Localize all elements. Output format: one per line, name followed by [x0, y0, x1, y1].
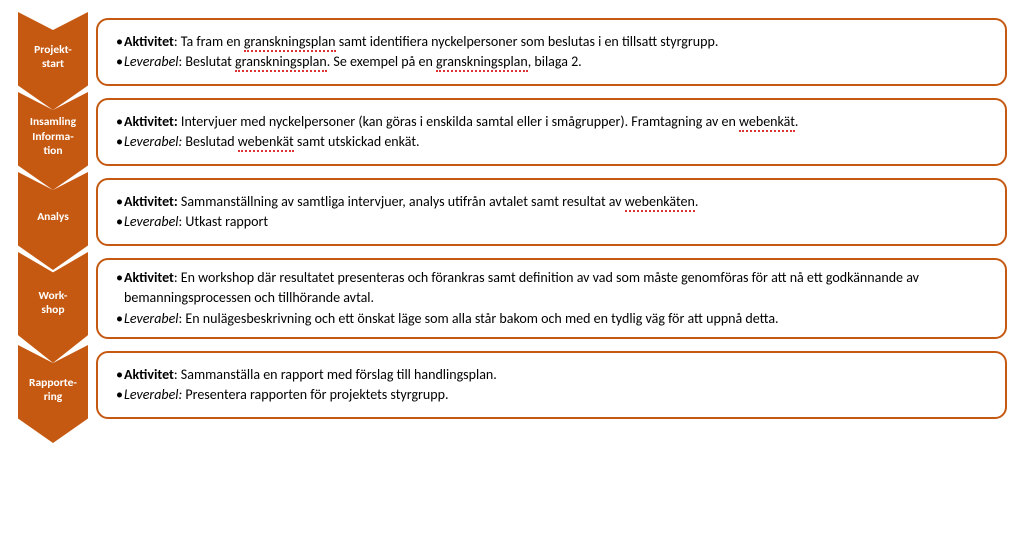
aktivitet-label: Aktivitet:	[124, 113, 178, 130]
aktivitet-line: Aktivitet: Ta fram en granskningsplan sa…	[116, 32, 991, 52]
step-content-box: Aktivitet: Sammanställa en rapport med f…	[96, 351, 1007, 419]
leverabel-line: Leverabel: Presentera rapporten för proj…	[116, 385, 991, 405]
aktivitet-text: Intervjuer med nyckelpersoner (kan göras…	[178, 113, 799, 132]
aktivitet-line: Aktivitet: Sammanställa en rapport med f…	[116, 365, 991, 385]
step-content-box: Aktivitet: Sammanställning av samtliga i…	[96, 178, 1007, 246]
process-diagram: Projekt-startAktivitet: Ta fram en grans…	[18, 18, 1007, 419]
leverabel-text: Beslutad webenkät samt utskickad enkät.	[182, 133, 419, 152]
chevron-shape: Rapporte-ring	[18, 345, 88, 443]
leverabel-line: Leverabel: Beslutad webenkät samt utskic…	[116, 132, 991, 152]
leverabel-label: Leverabel	[124, 53, 179, 70]
chevron-col: InsamlingInforma-tion	[18, 98, 88, 166]
aktivitet-text: : En workshop där resultatet presenteras…	[124, 269, 919, 306]
chevron-col: Rapporte-ring	[18, 351, 88, 419]
step-content-box: Aktivitet: En workshop där resultatet pr…	[96, 258, 1007, 339]
step-label: InsamlingInforma-tion	[26, 115, 80, 158]
step-workshop: Work-shop Aktivitet: En workshop där resu…	[18, 258, 1007, 339]
step-label: Analys	[33, 210, 73, 224]
chevron-col: Work-shop	[18, 258, 88, 339]
step-label: Work-shop	[35, 289, 72, 318]
leverabel-line: Leverabel: Beslutat granskningsplan. Se …	[116, 52, 991, 72]
step-rapportering: Rapporte-ring Aktivitet: Sammanställa en …	[18, 351, 1007, 419]
step-projektstart: Projekt-start Aktivitet: Ta fram en grans…	[18, 18, 1007, 86]
aktivitet-label: Aktivitet	[124, 269, 174, 286]
step-insamling: InsamlingInforma-tion Aktivitet: Intervju…	[18, 98, 1007, 166]
leverabel-text: : En nulägesbeskrivning och ett önskat l…	[179, 310, 779, 327]
leverabel-line: Leverabel: En nulägesbeskrivning och ett…	[116, 309, 991, 329]
step-label: Rapporte-ring	[25, 376, 81, 405]
leverabel-line: Leverabel: Utkast rapport	[116, 212, 991, 232]
step-label: Projekt-start	[30, 43, 76, 72]
leverabel-text: Presentera rapporten för projektets styr…	[182, 386, 448, 403]
step-content-box: Aktivitet: Ta fram en granskningsplan sa…	[96, 18, 1007, 86]
step-analys: Analys Aktivitet: Sammanställning av samt…	[18, 178, 1007, 246]
chevron-col: Analys	[18, 178, 88, 246]
leverabel-text: : Beslutat granskningsplan. Se exempel p…	[179, 53, 582, 72]
aktivitet-label: Aktivitet	[124, 366, 174, 383]
aktivitet-line: Aktivitet: Sammanställning av samtliga i…	[116, 192, 991, 212]
leverabel-text: : Utkast rapport	[179, 213, 269, 230]
aktivitet-text: : Ta fram en granskningsplan samt identi…	[174, 33, 718, 52]
step-content-box: Aktivitet: Intervjuer med nyckelpersoner…	[96, 98, 1007, 166]
aktivitet-line: Aktivitet: Intervjuer med nyckelpersoner…	[116, 112, 991, 132]
leverabel-label: Leverabel:	[124, 133, 182, 150]
aktivitet-text: Sammanställning av samtliga intervjuer, …	[178, 193, 699, 212]
leverabel-label: Leverabel:	[124, 386, 182, 403]
leverabel-label: Leverabel	[124, 310, 179, 327]
aktivitet-label: Aktivitet	[124, 33, 174, 50]
aktivitet-label: Aktivitet:	[124, 193, 178, 210]
leverabel-label: Leverabel	[124, 213, 179, 230]
chevron-col: Projekt-start	[18, 18, 88, 86]
aktivitet-line: Aktivitet: En workshop där resultatet pr…	[116, 268, 991, 309]
aktivitet-text: : Sammanställa en rapport med förslag ti…	[174, 366, 497, 383]
